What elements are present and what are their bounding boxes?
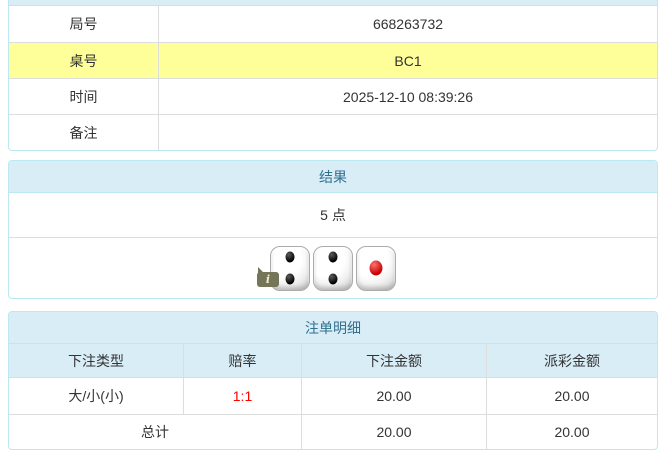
result-panel: 结果 5 点 i <box>8 160 658 299</box>
total-payout-amount: 20.00 <box>486 415 657 449</box>
die-pip <box>328 251 338 263</box>
time-label: 时间 <box>9 79 159 114</box>
die-2 <box>313 245 353 291</box>
table-row-table-id: 桌号 BC1 <box>9 42 657 78</box>
bet-type-value: 大/小(小) <box>68 388 124 404</box>
remark-value <box>159 115 657 150</box>
total-label: 总计 <box>141 424 169 440</box>
table-row-time: 时间 2025-12-10 08:39:26 <box>9 78 657 114</box>
game-info-table: 局号 668263732 桌号 BC1 时间 2025-12-10 08:39:… <box>9 6 657 150</box>
die-pip <box>369 260 383 276</box>
bet-amount-value: 20.00 <box>301 378 486 414</box>
result-panel-title: 结果 <box>9 161 657 193</box>
table-id-label: 桌号 <box>9 43 159 78</box>
table-row-remark: 备注 <box>9 114 657 150</box>
game-info-panel: 局号 668263732 桌号 BC1 时间 2025-12-10 08:39:… <box>8 0 658 151</box>
col-header-odds: 赔率 <box>183 344 301 377</box>
table-row-round: 局号 668263732 <box>9 6 657 42</box>
game-info-panel-heading <box>9 0 657 6</box>
bet-table-header-row: 下注类型 赔率 下注金额 派彩金额 <box>9 344 657 377</box>
table-id-value: BC1 <box>394 52 422 69</box>
result-points: 5 点 <box>9 193 657 238</box>
time-value: 2025-12-10 08:39:26 <box>343 88 473 105</box>
round-value: 668263732 <box>372 16 444 32</box>
bet-details-title: 注单明细 <box>9 312 657 344</box>
bet-table-total-row: 总计 20.00 20.00 <box>9 414 657 449</box>
total-bet-amount: 20.00 <box>301 415 486 449</box>
payout-amount-value: 20.00 <box>486 378 657 414</box>
bet-details-table: 下注类型 赔率 下注金额 派彩金额 大/小(小) 1:1 20.00 20.00… <box>9 344 657 449</box>
dice-row: i <box>9 238 657 298</box>
die-1 <box>270 245 310 291</box>
col-header-bet-amount: 下注金额 <box>301 344 486 377</box>
die-pip <box>285 273 295 285</box>
die-3 <box>356 245 396 291</box>
bet-table-row: 大/小(小) 1:1 20.00 20.00 <box>9 377 657 414</box>
col-header-payout-amount: 派彩金额 <box>486 344 657 377</box>
round-label: 局号 <box>9 6 159 42</box>
col-header-bet-type: 下注类型 <box>68 352 124 369</box>
remark-label: 备注 <box>9 115 159 150</box>
info-tooltip-icon[interactable]: i <box>257 266 279 287</box>
bet-details-panel: 注单明细 下注类型 赔率 下注金额 派彩金额 大/小(小) 1:1 20.00 … <box>8 311 658 450</box>
die-pip <box>328 273 338 285</box>
odds-value: 1:1 <box>183 378 301 414</box>
die-pip <box>285 251 295 263</box>
